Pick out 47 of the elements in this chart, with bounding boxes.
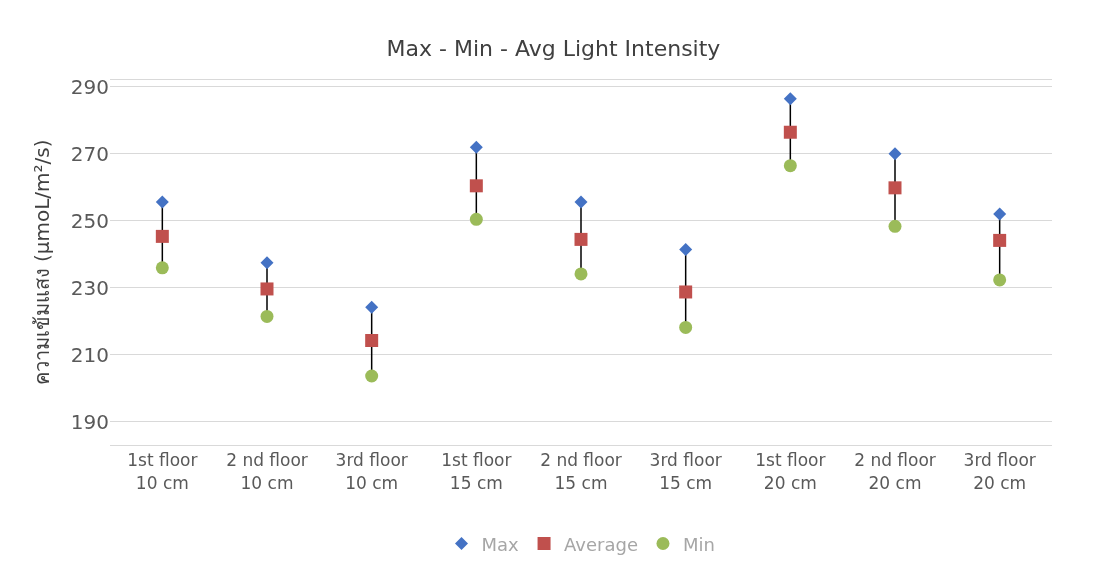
point xyxy=(260,256,274,270)
x-tick-label: 3rd floor 10 cm xyxy=(335,450,408,493)
point xyxy=(469,140,483,154)
legend-label: Max xyxy=(481,533,520,555)
x-tick-label: 1st floor 15 cm xyxy=(441,450,512,493)
point xyxy=(469,212,483,226)
point xyxy=(679,320,693,334)
point xyxy=(574,195,588,209)
y-tick-label: 190 xyxy=(70,409,109,434)
x-tick-label: 2 nd floor 10 cm xyxy=(226,450,308,493)
point xyxy=(365,300,379,314)
point xyxy=(155,261,169,275)
point xyxy=(993,233,1007,247)
y-tick-label: 230 xyxy=(70,275,109,300)
point xyxy=(993,207,1007,221)
point xyxy=(993,273,1007,287)
point xyxy=(365,369,379,383)
point xyxy=(260,282,274,296)
point xyxy=(574,232,588,246)
point xyxy=(155,195,169,209)
x-tick-label: 3rd floor 20 cm xyxy=(963,450,1036,493)
point xyxy=(574,267,588,281)
legend-label: Average xyxy=(564,533,638,555)
x-tick-label: 1st floor 20 cm xyxy=(755,450,826,493)
point xyxy=(783,92,797,106)
point xyxy=(260,309,274,323)
point xyxy=(469,179,483,193)
point xyxy=(679,285,693,299)
point xyxy=(365,334,379,348)
y-axis-title: ความเข้มแสง (μmoL/m²/s) xyxy=(30,139,55,386)
point xyxy=(783,125,797,139)
x-tick-label: 2 nd floor 20 cm xyxy=(854,450,936,493)
x-tick-label: 3rd floor 15 cm xyxy=(649,450,722,493)
point xyxy=(155,229,169,243)
chart-title: Max - Min - Avg Light Intensity xyxy=(386,35,721,61)
y-tick-label: 210 xyxy=(70,342,109,367)
point xyxy=(783,159,797,173)
y-tick-label: 250 xyxy=(70,208,109,233)
legend-label: Min xyxy=(682,533,715,555)
x-tick-label: 1st floor 10 cm xyxy=(127,450,198,493)
point xyxy=(888,181,902,195)
y-tick-label: 290 xyxy=(70,74,109,99)
y-tick-label: 270 xyxy=(70,141,109,166)
point xyxy=(888,219,902,233)
point xyxy=(888,147,902,161)
x-tick-label: 2 nd floor 15 cm xyxy=(540,450,622,493)
point xyxy=(679,242,693,256)
